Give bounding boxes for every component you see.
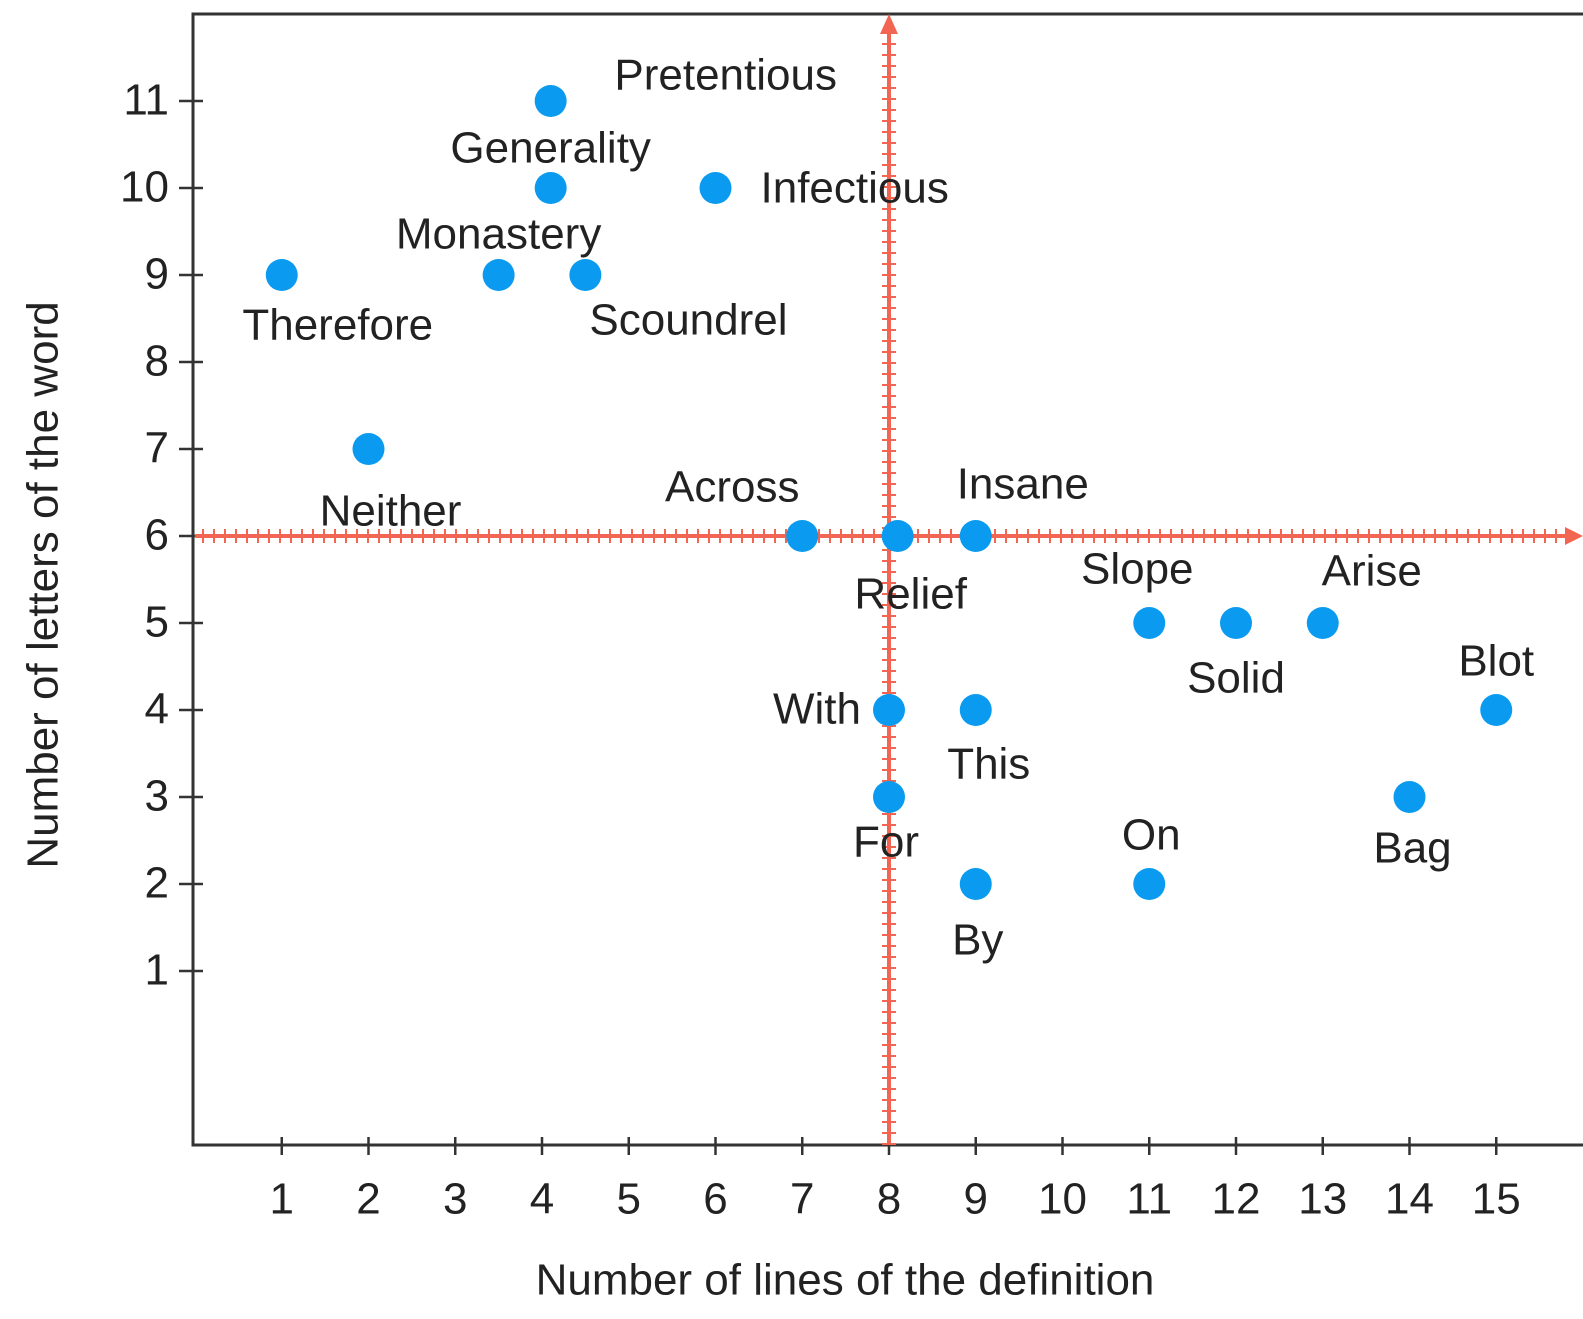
x-tick-label: 2 — [356, 1175, 380, 1224]
point-label: Relief — [854, 570, 967, 619]
point-label: Scoundrel — [589, 296, 787, 345]
point-label: By — [952, 916, 1003, 965]
x-tick-label: 1 — [270, 1175, 294, 1224]
point-label: Slope — [1081, 545, 1194, 594]
y-tick-label: 5 — [145, 598, 169, 647]
x-tick-label: 5 — [617, 1175, 641, 1224]
y-tick-label: 10 — [120, 163, 169, 212]
point — [873, 694, 905, 726]
x-tick-label: 11 — [1126, 1175, 1172, 1224]
point — [1480, 694, 1513, 726]
point — [1306, 607, 1339, 639]
point-label: Infectious — [761, 164, 949, 213]
y-tick-label: 1 — [145, 946, 169, 995]
point-label: With — [773, 685, 861, 734]
x-tick-label: 6 — [703, 1175, 727, 1224]
point — [1133, 868, 1166, 900]
point — [534, 85, 567, 117]
x-axis-title: Number of lines of the definition — [536, 1256, 1155, 1305]
x-tick-label: 12 — [1212, 1175, 1261, 1224]
point-label: Solid — [1187, 654, 1285, 703]
point — [959, 694, 992, 726]
point — [881, 520, 914, 552]
y-tick-label: 8 — [145, 337, 169, 386]
x-tick-label: 14 — [1385, 1175, 1434, 1224]
point — [873, 781, 905, 813]
y-tick-label: 2 — [145, 859, 169, 908]
y-tick-label: 9 — [145, 250, 169, 299]
point-label: Generality — [450, 124, 651, 173]
y-tick-label: 6 — [145, 511, 169, 560]
point — [959, 868, 992, 900]
point — [1133, 607, 1166, 639]
point — [534, 172, 567, 204]
x-tick-label: 7 — [790, 1175, 814, 1224]
y-tick-label: 7 — [145, 424, 169, 473]
y-tick-label: 3 — [145, 772, 169, 821]
y-axis-title: Number of letters of the word — [19, 301, 68, 868]
x-tick-label: 15 — [1472, 1175, 1521, 1224]
point — [786, 520, 819, 552]
point-label: Arise — [1322, 547, 1422, 596]
point-label: Therefore — [242, 301, 433, 350]
point — [569, 259, 602, 291]
arrow-head — [1565, 527, 1583, 545]
point — [699, 172, 732, 204]
point — [352, 433, 385, 465]
y-tick-label: 11 — [123, 76, 169, 125]
point-label: Blot — [1458, 637, 1534, 686]
point-label: Across — [665, 463, 799, 512]
point-label: For — [853, 818, 919, 867]
x-tick-label: 3 — [443, 1175, 467, 1224]
point-label: This — [947, 740, 1030, 789]
x-tick-label: 10 — [1038, 1175, 1087, 1224]
point-label: Pretentious — [614, 51, 837, 100]
point-label: Neither — [320, 487, 462, 536]
point-label: Monastery — [396, 210, 601, 259]
x-tick-label: 8 — [877, 1175, 901, 1224]
point — [959, 520, 992, 552]
point — [265, 259, 298, 291]
x-tick-label: 9 — [964, 1175, 988, 1224]
y-tick-label: 4 — [145, 685, 169, 734]
x-tick-label: 4 — [530, 1175, 554, 1224]
point-label: On — [1122, 811, 1181, 860]
point — [1220, 607, 1252, 639]
x-tick-label: 13 — [1298, 1175, 1347, 1224]
point — [482, 259, 515, 291]
arrow-head — [880, 14, 898, 34]
point — [1393, 781, 1426, 813]
point-label: Bag — [1373, 824, 1451, 873]
point-label: Insane — [957, 460, 1089, 509]
